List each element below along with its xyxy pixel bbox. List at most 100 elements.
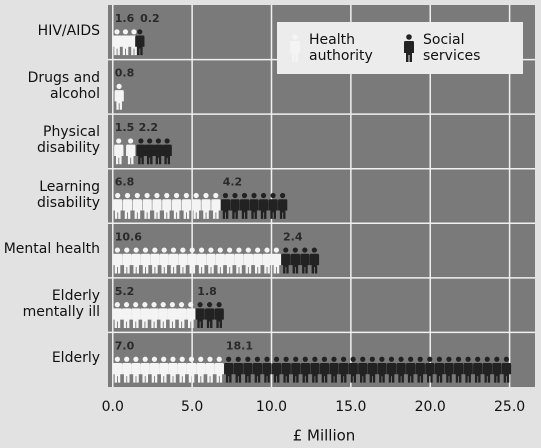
icon-body (291, 362, 301, 383)
icon-body (177, 362, 187, 383)
icon-head (280, 192, 286, 199)
icon-head (142, 302, 148, 308)
category-label: Drugs and alcohol (27, 69, 100, 102)
icon-head (216, 356, 222, 362)
icon-head (207, 356, 213, 362)
icon-body (473, 362, 483, 383)
value-label: 4.2 (223, 176, 243, 189)
icon-head (292, 34, 298, 40)
legend-swatch (290, 34, 300, 62)
icon-body (253, 253, 263, 274)
bar-segment (114, 138, 136, 165)
bar-segment (112, 247, 282, 274)
icon-body (150, 253, 160, 274)
icon-body (140, 362, 150, 383)
value-label: 6.8 (115, 176, 135, 189)
icon-head (116, 83, 122, 89)
icon-head (198, 356, 204, 362)
icon-head (245, 247, 251, 253)
icon-head (379, 356, 385, 362)
category-label: Physical disability (37, 124, 100, 157)
category-label: Elderly (51, 350, 100, 367)
icon-body (171, 199, 182, 219)
icon-head (213, 192, 219, 199)
icon-body (168, 362, 178, 383)
icon-head (293, 356, 299, 362)
icon-head (465, 356, 471, 362)
icon-body (114, 90, 124, 110)
icon-head (302, 247, 308, 253)
category-label: Elderly mentally ill (22, 287, 100, 320)
icon-head (114, 29, 120, 35)
icon-head (340, 356, 347, 362)
icon-body (120, 35, 131, 56)
bar-segment (135, 29, 145, 56)
icon-head (226, 356, 232, 362)
icon-head (255, 247, 261, 253)
bar-segment (114, 83, 124, 110)
icon-head (124, 356, 130, 362)
legend-swatch (404, 34, 414, 62)
icon-head (124, 247, 130, 253)
icon-body (309, 253, 320, 274)
icon-head (154, 192, 160, 199)
icon-body (234, 253, 244, 274)
icon-body (281, 362, 291, 383)
icon-head (144, 192, 150, 199)
icon-body (112, 308, 123, 329)
icon-head (254, 356, 260, 362)
bar-segment (281, 247, 320, 274)
icon-body (252, 362, 263, 383)
value-label: 10.6 (115, 230, 142, 243)
icon-body (482, 362, 492, 383)
icon-head (114, 356, 120, 362)
icon-head (169, 302, 175, 308)
icon-head (235, 356, 241, 362)
icon-body (181, 199, 192, 219)
x-axis-label: £ Million (293, 427, 356, 445)
value-label: 18.1 (226, 339, 253, 352)
icon-body (126, 144, 136, 165)
icon-head (251, 192, 257, 199)
icon-body (178, 253, 188, 274)
icon-body (249, 199, 259, 219)
icon-body (211, 199, 221, 219)
icon-head (133, 247, 139, 253)
icon-body (122, 199, 133, 219)
icon-body (186, 308, 196, 329)
icon-body (367, 362, 378, 383)
icon-head (122, 29, 129, 35)
icon-head (142, 356, 148, 362)
icon-head (446, 356, 452, 362)
icon-head (484, 356, 490, 362)
icon-head (160, 302, 166, 308)
value-label: 1.6 (115, 12, 135, 25)
icon-head (503, 356, 510, 362)
icon-body (196, 362, 206, 383)
icon-body (168, 253, 179, 274)
icon-body (396, 362, 406, 383)
icon-head (475, 356, 481, 362)
icon-head (241, 192, 248, 199)
icon-head (193, 192, 199, 199)
icon-head (270, 192, 276, 199)
icon-body (220, 199, 231, 219)
icon-head (116, 138, 122, 144)
icon-head (155, 138, 161, 144)
icon-body (142, 199, 152, 219)
icon-body (140, 308, 150, 329)
icon-body (112, 253, 123, 274)
legend-item: Health authority (289, 32, 391, 64)
icon-body (230, 199, 240, 219)
icon-head (232, 192, 238, 199)
icon-body (377, 362, 387, 383)
icon-head (151, 302, 157, 308)
value-label: 2.2 (139, 121, 159, 134)
value-label: 0.2 (140, 12, 160, 25)
icon-head (283, 247, 289, 253)
icon-head (124, 192, 131, 199)
icon-body (243, 362, 253, 383)
icon-head (131, 29, 137, 35)
icon-body (162, 144, 172, 165)
icon-body (262, 362, 272, 383)
